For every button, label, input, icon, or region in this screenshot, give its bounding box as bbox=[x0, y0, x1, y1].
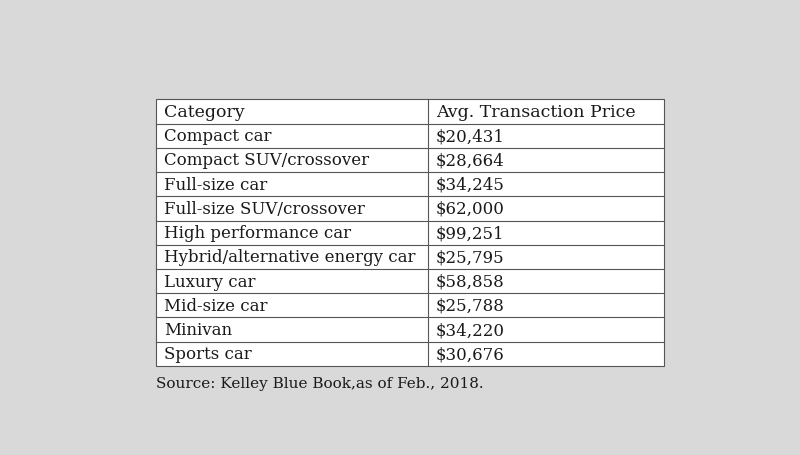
Text: Mid-size car: Mid-size car bbox=[164, 297, 267, 314]
Text: Sports car: Sports car bbox=[164, 345, 252, 363]
Text: High performance car: High performance car bbox=[164, 225, 351, 242]
Text: $34,245: $34,245 bbox=[436, 176, 505, 193]
Text: Source: Kelley Blue Book,as of Feb., 2018.: Source: Kelley Blue Book,as of Feb., 201… bbox=[156, 377, 483, 390]
Text: $62,000: $62,000 bbox=[436, 201, 505, 217]
Text: $58,858: $58,858 bbox=[436, 273, 505, 290]
Text: $25,795: $25,795 bbox=[436, 249, 505, 266]
Text: Hybrid/alternative energy car: Hybrid/alternative energy car bbox=[164, 249, 415, 266]
Text: Compact SUV/crossover: Compact SUV/crossover bbox=[164, 152, 369, 169]
Text: Minivan: Minivan bbox=[164, 321, 232, 338]
Text: $20,431: $20,431 bbox=[436, 128, 505, 145]
Text: Full-size SUV/crossover: Full-size SUV/crossover bbox=[164, 201, 365, 217]
Text: Category: Category bbox=[164, 104, 245, 121]
Text: $28,664: $28,664 bbox=[436, 152, 505, 169]
Text: $30,676: $30,676 bbox=[436, 345, 505, 363]
Text: $34,220: $34,220 bbox=[436, 321, 505, 338]
Text: Avg. Transaction Price: Avg. Transaction Price bbox=[436, 104, 635, 121]
Text: Compact car: Compact car bbox=[164, 128, 271, 145]
Text: $25,788: $25,788 bbox=[436, 297, 505, 314]
Text: $99,251: $99,251 bbox=[436, 225, 505, 242]
Text: Full-size car: Full-size car bbox=[164, 176, 267, 193]
Text: Luxury car: Luxury car bbox=[164, 273, 255, 290]
